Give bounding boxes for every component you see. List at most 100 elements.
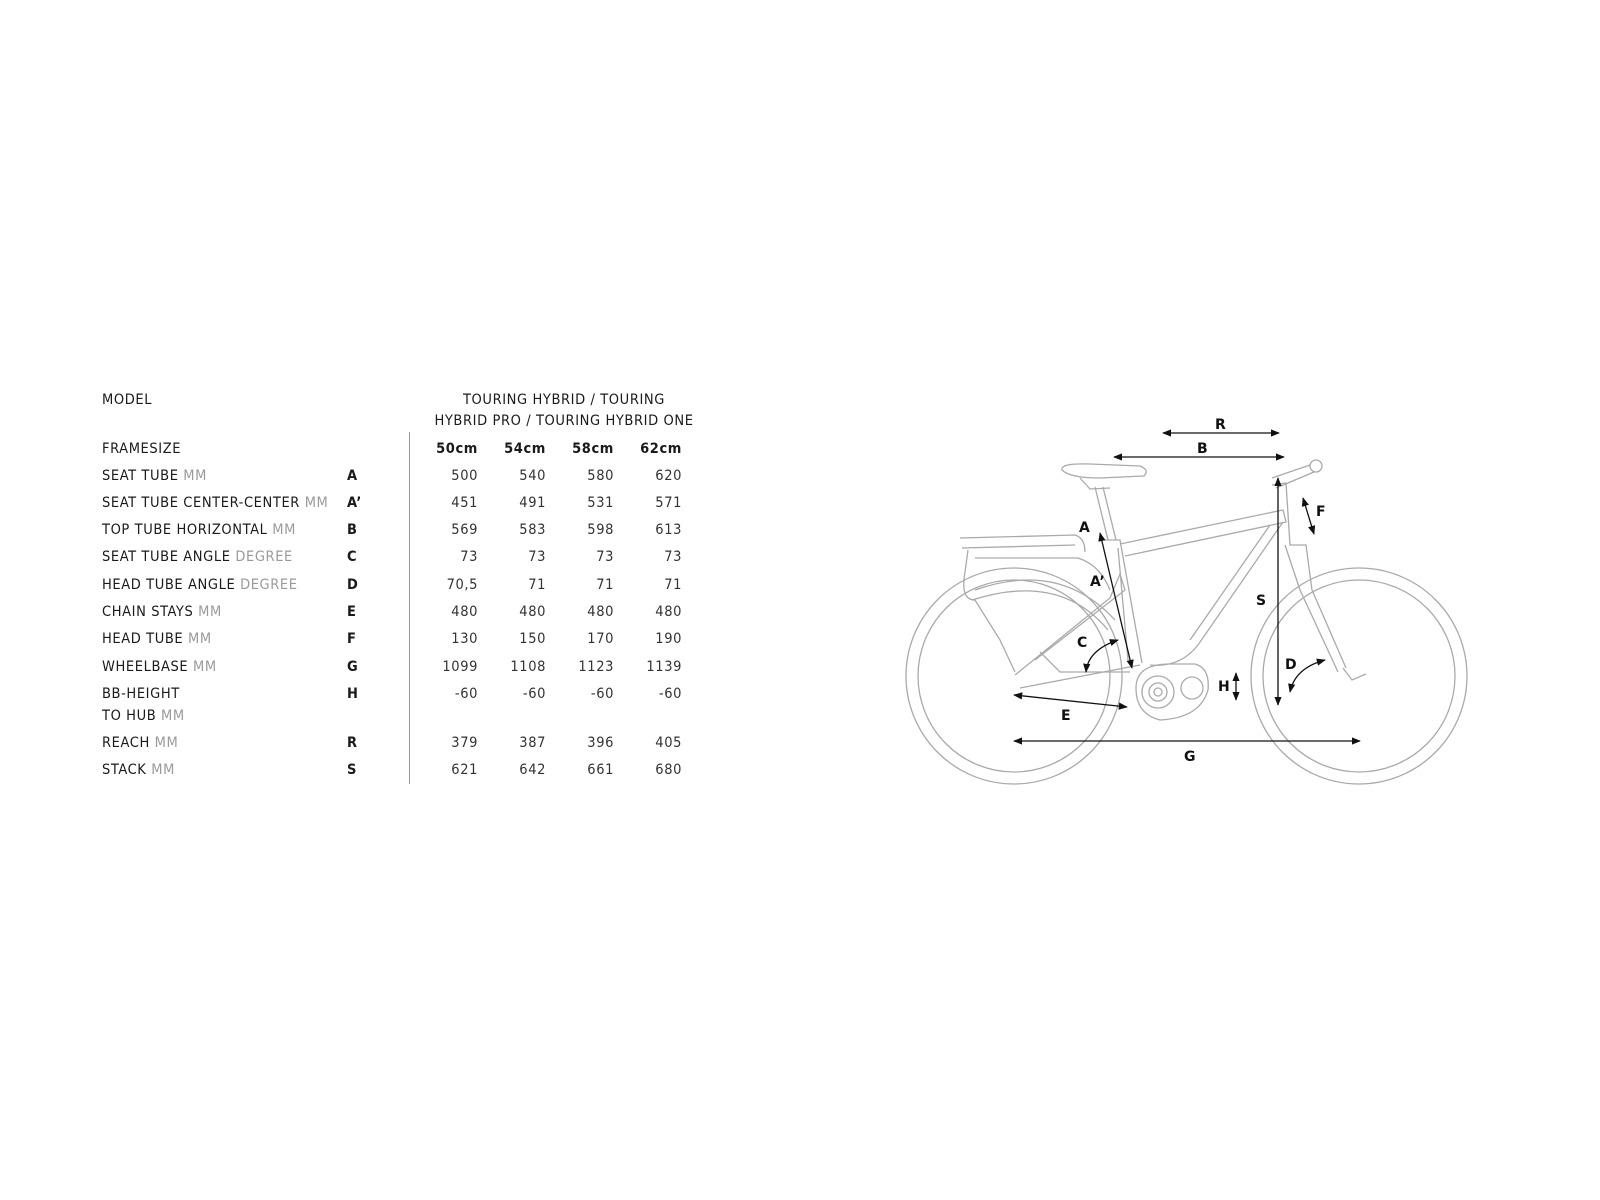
row-value: 73 [460,549,478,565]
rear-wheel [905,567,1123,785]
framesize-label: FRAMESIZE [102,441,182,457]
model-name-line1: TOURING HYBRID / TOURING [462,392,665,408]
row-value: 396 [587,735,614,751]
row-value: 1099 [442,659,478,675]
handlebar-end [1309,459,1323,473]
row-value: 583 [519,522,546,538]
row-value: 661 [587,762,614,778]
framesize-50cm: 50cm [436,441,478,457]
row-value: 71 [596,577,614,593]
arrow-a [1098,532,1134,669]
row-unit: MM [188,631,212,647]
row-value: 1108 [510,659,546,675]
arrow-e [1013,692,1128,710]
framesize-58cm: 58cm [572,441,614,457]
head-tube-fork [1271,482,1367,681]
row-value: 580 [587,468,614,484]
row-value: -60 [522,686,546,702]
row-value: 71 [528,577,546,593]
row-value: 571 [655,495,682,511]
row-label: SEAT TUBE ANGLE DEGREE [102,548,293,566]
row-letter: B [347,522,358,538]
rack [959,534,1111,673]
row-label: SEAT TUBE CENTER-CENTER MM [102,494,328,512]
row-value: -60 [658,686,682,702]
row-value: 71 [664,577,682,593]
row-value: 150 [519,631,546,647]
row-letter: G [347,659,359,675]
row-label-text: TOP TUBE HORIZONTAL [102,522,268,538]
row-value: 613 [655,522,682,538]
row-label: BB-HEIGHT TO HUB MM [102,683,185,727]
label-c: C [1077,635,1087,651]
row-unit: MM [198,604,222,620]
row-unit: MM [193,659,217,675]
row-letter: E [347,604,357,620]
row-value: 480 [655,604,682,620]
stem-handlebar [1271,464,1315,489]
row-label-text-line2: TO HUB [102,708,157,724]
row-value: 70,5 [446,577,478,593]
frame [1014,509,1287,689]
row-label: HEAD TUBE MM [102,630,212,648]
row-value: 480 [519,604,546,620]
bike-outline [905,459,1468,785]
row-label: SEAT TUBE MM [102,467,207,485]
row-letter: D [347,577,359,593]
row-label: CHAIN STAYS MM [102,603,222,621]
arrow-c [1083,639,1119,673]
row-value: 680 [655,762,682,778]
row-value: 480 [587,604,614,620]
row-label-text: WHEELBASE [102,659,189,675]
framesize-62cm: 62cm [640,441,682,457]
row-unit: MM [272,522,296,538]
row-label-text: REACH [102,735,150,751]
row-letter: R [347,735,358,751]
label-g: G [1184,749,1196,765]
label-e: E [1061,708,1071,724]
saddle [1061,463,1147,490]
row-label: WHEELBASE MM [102,658,217,676]
label-h: H [1218,679,1230,695]
arrow-f [1301,497,1316,535]
row-value: 621 [451,762,478,778]
row-letter: A’ [347,495,362,511]
label-a-prime: A’ [1090,574,1105,590]
row-value: 1139 [646,659,682,675]
row-unit: DEGREE [235,549,293,565]
row-label-text: BB-HEIGHT [102,686,180,702]
framesize-54cm: 54cm [504,441,546,457]
row-value: 569 [451,522,478,538]
row-unit: MM [151,762,175,778]
label-s: S [1256,593,1266,609]
row-label: TOP TUBE HORIZONTAL MM [102,521,296,539]
row-unit: DEGREE [240,577,298,593]
row-letter: F [347,631,357,647]
row-value: 379 [451,735,478,751]
row-unit: MM [154,735,179,751]
row-letter: C [347,549,358,565]
row-label-text: HEAD TUBE ANGLE [102,577,236,593]
row-value: 598 [587,522,614,538]
row-value: 491 [519,495,546,511]
row-label-text: CHAIN STAYS [102,604,194,620]
seat-post [1094,486,1117,541]
dimension-arrows [1013,429,1361,745]
motor [1135,663,1209,721]
row-label: REACH MM [102,734,178,752]
row-value: -60 [454,686,478,702]
column-divider [409,432,410,784]
row-value: 531 [587,495,614,511]
row-value: 387 [519,735,546,751]
row-value: 642 [519,762,546,778]
row-label: HEAD TUBE ANGLE DEGREE [102,576,298,594]
row-unit: MM [161,708,185,724]
row-letter: S [347,762,357,778]
front-wheel [1250,567,1468,785]
model-name-line2: HYBRID PRO / TOURING HYBRID ONE [434,413,694,429]
label-a: A [1079,520,1090,536]
row-value: 1123 [578,659,614,675]
row-letter: A [347,468,358,484]
row-label-text: STACK [102,762,147,778]
